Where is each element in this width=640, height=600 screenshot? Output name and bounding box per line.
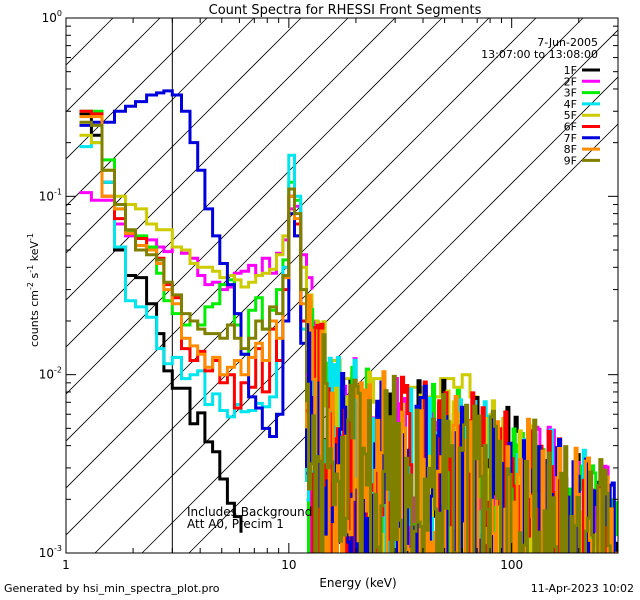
- y-tick-label: 10-2: [39, 366, 62, 382]
- chart-title: Count Spectra for RHESSI Front Segments: [209, 3, 482, 18]
- legend-label-2F: 2F: [564, 75, 577, 88]
- hatch-line: [94, 29, 618, 553]
- legend-label-3F: 3F: [564, 87, 577, 100]
- y-tick-label: 10-3: [39, 544, 62, 560]
- hatch-line: [66, 18, 208, 160]
- time-range-label: 13:07:00 to 13:08:00: [481, 48, 598, 61]
- y-tick-label: 100: [42, 9, 62, 25]
- hatch-line: [66, 18, 537, 489]
- series-line-7F: [79, 89, 308, 468]
- series-line-8F: [79, 115, 308, 429]
- hatch-line: [188, 123, 618, 553]
- timestamp-label: 11-Apr-2023 10:02: [530, 582, 634, 595]
- legend-label-4F: 4F: [564, 98, 577, 111]
- x-axis-label: Energy (keV): [319, 576, 396, 590]
- x-tick-label: 1: [62, 558, 70, 572]
- hatch-line: [66, 18, 443, 395]
- svg-text:counts cm-2 s-1 keV-1: counts cm-2 s-1 keV-1: [26, 233, 41, 347]
- legend-label-5F: 5F: [564, 109, 577, 122]
- legend-label-8F: 8F: [564, 143, 577, 156]
- date-label: 7-Jun-2005: [537, 36, 598, 49]
- hatch-line: [66, 18, 255, 207]
- generated-by-label: Generated by hsi_min_spectra_plot.pro: [4, 582, 220, 595]
- series-line-9F: [79, 120, 308, 403]
- legend-label-7F: 7F: [564, 132, 577, 145]
- plot-frame: [65, 17, 619, 554]
- legend-label-6F: 6F: [564, 121, 577, 134]
- hatched-region: [66, 18, 618, 553]
- axes: 1 10 100 10-3 10-2 10-1 100: [39, 9, 619, 572]
- attenuator-note: Att A0, Precim 1: [187, 517, 284, 531]
- legend-label-9F: 9F: [564, 154, 577, 167]
- x-tick-label: 10: [281, 558, 296, 572]
- legend-label-1F: 1F: [564, 64, 577, 77]
- y-tick-label: 10-1: [39, 187, 62, 203]
- hatch-line: [141, 76, 618, 553]
- x-tick-label: 100: [500, 558, 523, 572]
- hatch-line: [66, 18, 302, 254]
- y-axis-label: counts cm-2 s-1 keV-1: [26, 233, 41, 347]
- background-note: Includes Background: [187, 505, 312, 519]
- hatch-line: [66, 18, 584, 536]
- hatch-line: [66, 18, 161, 113]
- hatch-line: [66, 18, 396, 348]
- hatch-line: [66, 18, 349, 301]
